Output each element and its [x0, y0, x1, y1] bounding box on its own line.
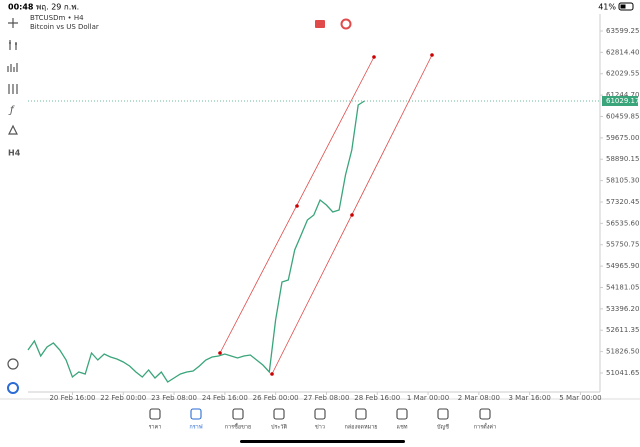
nav-item[interactable]: กราฟ	[189, 408, 203, 431]
y-tick-label: 52611.35	[606, 326, 639, 334]
zoom-tool[interactable]	[7, 358, 19, 370]
current-price-box	[602, 95, 638, 106]
channel-point	[295, 204, 299, 208]
y-tick-label: 60459.85	[606, 112, 639, 120]
current-price-label: 61029.17	[606, 97, 639, 105]
battery-fill	[620, 4, 626, 9]
nav-icon	[190, 408, 202, 420]
status-time: 00:48	[8, 3, 34, 12]
y-tick-label: 54965.90	[606, 262, 639, 270]
y-tick-label: 61244.70	[606, 91, 639, 99]
y-tick-label: 51041.65	[606, 369, 639, 377]
y-tick-label: 54181.05	[606, 283, 639, 291]
battery-level: 41%	[598, 3, 616, 12]
indicator-tool[interactable]	[7, 63, 18, 72]
y-tick-label: 57320.45	[606, 198, 639, 206]
left-toolbar: ƒ H4	[7, 18, 21, 394]
chart-type-tool[interactable]	[9, 40, 17, 50]
nav-label: การตั้งค่า	[474, 423, 496, 431]
nav-icon	[232, 408, 244, 420]
nav-icon	[437, 408, 449, 420]
y-tick-label: 58890.15	[606, 155, 639, 163]
functions-tool[interactable]: ƒ	[8, 105, 15, 116]
y-tick-label: 63599.25	[606, 27, 639, 35]
y-tick-label: 58105.30	[606, 177, 639, 185]
nav-label: ราคา	[149, 425, 162, 431]
x-tick-label: 28 Feb 16:00	[354, 394, 400, 402]
nav-item[interactable]: ข่าว	[314, 408, 326, 431]
x-tick-label: 27 Feb 08:00	[303, 394, 349, 402]
nav-icon	[479, 408, 491, 420]
crosshair-tool[interactable]	[8, 18, 18, 28]
home-indicator	[240, 440, 405, 443]
battery-icon	[618, 2, 634, 11]
y-tick-label: 62814.40	[606, 48, 639, 56]
nav-label: ข่าว	[315, 425, 325, 431]
nav-label: บัญชี	[437, 424, 449, 431]
nav-item[interactable]: การซื้อขาย	[225, 408, 251, 431]
nav-icon	[149, 408, 161, 420]
trade-tool[interactable]	[7, 382, 19, 394]
nav-item[interactable]: บัญชี	[437, 408, 449, 431]
buy-button[interactable]	[340, 18, 352, 30]
nav-item[interactable]: ราคา	[149, 408, 162, 431]
nav-label: การซื้อขาย	[225, 423, 251, 431]
timeframe-button[interactable]: H4	[8, 149, 21, 158]
nav-label: กล่องจดหมาย	[344, 425, 377, 431]
x-tick-label: 1 Mar 00:00	[407, 394, 449, 402]
objects-tool[interactable]	[8, 124, 18, 135]
x-tick-label: 20 Feb 16:00	[49, 394, 95, 402]
nav-item[interactable]: การตั้งค่า	[474, 408, 496, 431]
y-tick-label: 55750.75	[606, 241, 639, 249]
nav-icon	[314, 408, 326, 420]
x-tick-label: 26 Feb 00:00	[253, 394, 299, 402]
nav-item[interactable]: แชท	[396, 408, 408, 431]
x-tick-label: 2 Mar 08:00	[458, 394, 500, 402]
x-tick-label: 5 Mar 00:00	[559, 394, 601, 402]
x-tick-label: 24 Feb 16:00	[202, 394, 248, 402]
settings-tool[interactable]	[8, 84, 18, 94]
channel-point	[270, 372, 274, 376]
nav-label: แชท	[397, 424, 408, 431]
sell-button[interactable]	[315, 20, 325, 28]
nav-item[interactable]: ประวัติ	[271, 408, 287, 431]
y-tick-label: 59675.00	[606, 134, 639, 142]
channel-point	[350, 213, 354, 217]
price-line	[27, 100, 365, 383]
channel-point	[372, 55, 376, 59]
y-tick-label: 53396.20	[606, 305, 639, 313]
y-tick-label: 62029.55	[606, 70, 639, 78]
channel-point	[218, 351, 222, 355]
symbol: BTCUSDm • H4	[30, 14, 84, 22]
nav-label: กราฟ	[189, 424, 202, 431]
channel-point	[430, 53, 434, 57]
y-tick-label: 51826.50	[606, 348, 639, 356]
nav-item[interactable]: กล่องจดหมาย	[344, 408, 378, 431]
x-tick-label: 3 Mar 16:00	[509, 394, 551, 402]
y-tick-label: 56535.60	[606, 219, 639, 227]
description: Bitcoin vs US Dollar	[30, 23, 99, 31]
x-tick-label: 22 Feb 00:00	[100, 394, 146, 402]
nav-icon	[355, 408, 367, 420]
nav-icon	[273, 408, 285, 420]
x-tick-label: 23 Feb 08:00	[151, 394, 197, 402]
nav-label: ประวัติ	[271, 424, 287, 431]
channel-drawing	[218, 53, 434, 376]
status-date: พฤ. 29 ก.พ.	[36, 3, 79, 12]
nav-icon	[396, 408, 408, 420]
